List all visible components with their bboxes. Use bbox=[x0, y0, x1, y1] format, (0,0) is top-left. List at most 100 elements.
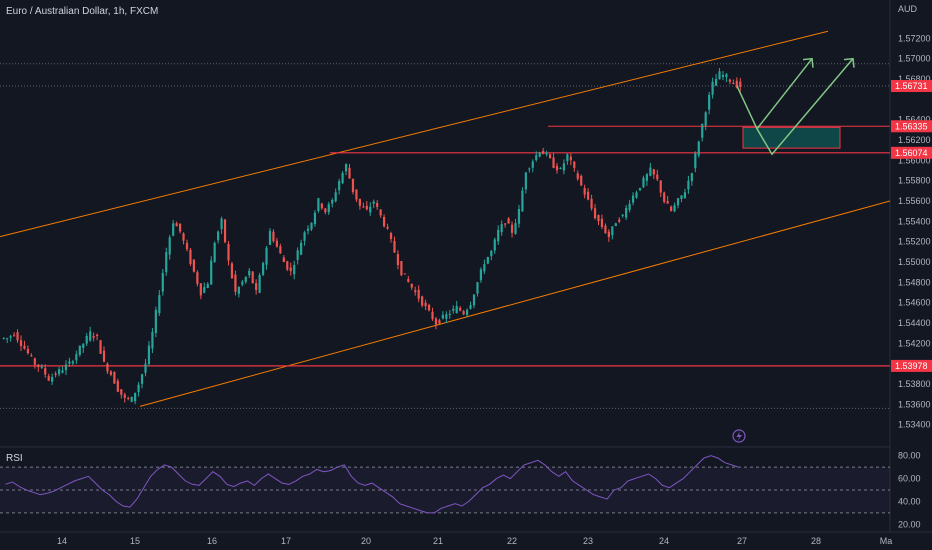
candle-body bbox=[649, 167, 652, 176]
candle-body bbox=[545, 152, 548, 155]
rsi-tick-label: 60.00 bbox=[898, 474, 921, 484]
price-tick-label: 1.54600 bbox=[898, 298, 931, 308]
candle-body bbox=[631, 195, 635, 203]
candle-body bbox=[507, 218, 510, 224]
rsi-tick-label: 80.00 bbox=[898, 451, 921, 461]
candle-body bbox=[210, 260, 213, 285]
time-tick-label: 17 bbox=[281, 536, 291, 546]
candle-body bbox=[407, 278, 410, 282]
candle-body bbox=[61, 370, 64, 373]
candle-body bbox=[521, 190, 524, 212]
candle-body bbox=[106, 363, 109, 372]
candle-body bbox=[670, 206, 673, 211]
candle-body bbox=[189, 249, 192, 264]
price-tick-label: 1.57000 bbox=[898, 54, 931, 64]
currency-label: AUD bbox=[898, 4, 918, 14]
drawings[interactable] bbox=[736, 57, 855, 156]
candle-body bbox=[462, 311, 465, 315]
symbol-title: Euro / Australian Dollar, 1h, FXCM bbox=[6, 6, 158, 17]
candle-body bbox=[47, 376, 50, 381]
price-tick-label: 1.56200 bbox=[898, 135, 931, 145]
candle-body bbox=[344, 164, 348, 172]
candle-body bbox=[16, 332, 19, 341]
candle-body bbox=[573, 161, 576, 168]
candle-body bbox=[279, 246, 282, 254]
candle-body bbox=[26, 348, 30, 354]
candle-body bbox=[673, 205, 676, 212]
candle-body bbox=[89, 331, 92, 341]
time-tick-label: 22 bbox=[507, 536, 517, 546]
price-label-box bbox=[891, 359, 932, 372]
target-zone-box bbox=[742, 126, 841, 149]
candle-body bbox=[403, 273, 406, 275]
candle-body bbox=[680, 195, 683, 199]
price-tick-label: 1.55400 bbox=[898, 216, 931, 226]
candle-body bbox=[676, 198, 680, 206]
candle-body bbox=[666, 200, 669, 204]
candle-body bbox=[241, 281, 244, 285]
candle-body bbox=[514, 223, 517, 234]
candle-body bbox=[438, 320, 441, 324]
candle-body bbox=[54, 373, 57, 375]
candle-body bbox=[182, 233, 185, 241]
candle-body bbox=[113, 372, 116, 384]
candle-body bbox=[704, 112, 707, 126]
candle-body bbox=[414, 290, 417, 293]
grid bbox=[0, 0, 932, 533]
candle-body bbox=[683, 192, 687, 199]
candle-body bbox=[178, 223, 182, 232]
candle-body bbox=[528, 168, 531, 170]
candle-body bbox=[358, 198, 361, 206]
axes: 1.57200 1.57000 1.56800 1.56400 1.56200 1.560… bbox=[57, 33, 932, 546]
rsi-line bbox=[5, 455, 739, 514]
candle-body bbox=[389, 233, 393, 239]
candle-body bbox=[548, 154, 552, 159]
candle-body bbox=[486, 257, 489, 264]
time-tick-label: 21 bbox=[433, 536, 443, 546]
candle-body bbox=[718, 71, 721, 80]
level-lines bbox=[0, 30, 891, 407]
projection-arrow-path bbox=[736, 58, 813, 131]
candle-body bbox=[424, 302, 427, 307]
candle-body bbox=[590, 198, 593, 209]
candle-body bbox=[369, 206, 372, 213]
candle-body bbox=[75, 354, 78, 361]
candle-body bbox=[725, 74, 728, 78]
candle-body bbox=[293, 265, 296, 275]
candles bbox=[2, 67, 742, 405]
lightning-icon[interactable] bbox=[732, 429, 746, 443]
candle-body bbox=[51, 376, 54, 382]
candle-body bbox=[289, 267, 292, 272]
candle-body bbox=[635, 192, 638, 198]
rsi-title: RSI bbox=[6, 453, 23, 464]
candle-body bbox=[614, 223, 617, 227]
candle-body bbox=[282, 257, 285, 263]
candle-body bbox=[448, 314, 451, 316]
price-tick-label: 1.54400 bbox=[898, 318, 931, 328]
candle-body bbox=[338, 181, 341, 191]
price-tick-label: 1.53400 bbox=[898, 420, 931, 430]
candle-body bbox=[711, 81, 714, 95]
time-tick-label: Ma bbox=[880, 536, 893, 546]
projection-arrow-head bbox=[802, 57, 814, 68]
channel-lower-line bbox=[139, 200, 891, 407]
candle-body bbox=[109, 371, 113, 375]
candle-body bbox=[362, 206, 365, 208]
candle-body bbox=[303, 232, 306, 241]
candle-body bbox=[147, 345, 151, 364]
candle-body bbox=[393, 240, 396, 253]
candle-body bbox=[244, 276, 247, 282]
candle-body bbox=[234, 274, 237, 292]
candle-body bbox=[376, 203, 379, 207]
candle-body bbox=[140, 374, 144, 384]
candle-body bbox=[372, 201, 375, 204]
candle-body bbox=[383, 216, 386, 227]
price-tick-label: 1.55000 bbox=[898, 257, 931, 267]
candle-body bbox=[2, 337, 5, 339]
candle-body bbox=[82, 343, 85, 348]
candle-body bbox=[313, 212, 317, 225]
candle-body bbox=[168, 237, 171, 255]
price-label-box bbox=[891, 80, 932, 93]
candle-body bbox=[92, 336, 95, 338]
